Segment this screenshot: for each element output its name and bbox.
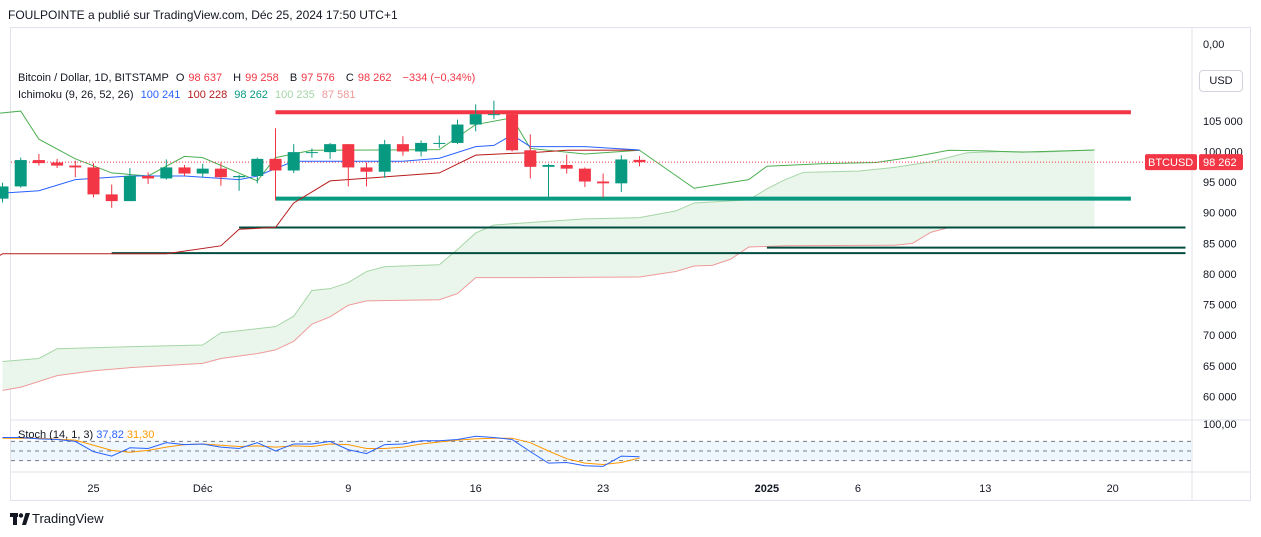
candle-body bbox=[524, 150, 537, 167]
stoch-title[interactable]: Stoch (14, 1, 3) bbox=[18, 429, 94, 441]
candle-body bbox=[14, 160, 27, 187]
close-value: 98 262 bbox=[357, 72, 392, 84]
candle-body bbox=[396, 144, 409, 152]
candle-body bbox=[214, 168, 227, 178]
candle-body bbox=[305, 152, 318, 154]
candle-body bbox=[578, 168, 591, 182]
stoch-legend: Stoch (14, 1, 3) 37,82 31,30 bbox=[18, 429, 154, 441]
tradingview-logo-icon bbox=[10, 512, 30, 525]
price-tick-label: 65 000 bbox=[1203, 361, 1237, 373]
footer-brand-name: TradingView bbox=[32, 511, 104, 526]
candle-body bbox=[469, 114, 482, 125]
high-label: H bbox=[233, 72, 242, 84]
candle-body bbox=[178, 167, 191, 174]
time-tick-label: 6 bbox=[855, 483, 861, 495]
publish-line: FOULPOINTE a publié sur TradingView.com,… bbox=[8, 8, 398, 22]
candle-body bbox=[196, 168, 209, 174]
candle-body bbox=[360, 167, 373, 172]
kijun-value: 100 228 bbox=[187, 89, 228, 101]
price-tick-label: 75 000 bbox=[1203, 300, 1237, 312]
candle-body bbox=[251, 158, 264, 176]
open-value: 98 637 bbox=[188, 72, 223, 84]
span-b-value: 87 581 bbox=[321, 89, 356, 101]
ichimoku-cloud bbox=[2, 150, 1095, 391]
chart-frame bbox=[10, 27, 1251, 501]
footer-brand: TradingView bbox=[10, 511, 104, 526]
currency-unit-button[interactable]: USD bbox=[1199, 70, 1243, 92]
low-label: B bbox=[289, 72, 298, 84]
last-price-value-tag bbox=[1199, 154, 1243, 171]
time-tick-label: Déc bbox=[193, 483, 213, 495]
candle-body bbox=[342, 144, 355, 168]
candle-body bbox=[123, 175, 136, 202]
last-price-symbol-tag bbox=[1145, 154, 1197, 171]
candle-body bbox=[324, 144, 337, 153]
symbol-title[interactable]: Bitcoin / Dollar, 1D, BITSTAMP bbox=[18, 72, 169, 84]
span-a-value: 100 235 bbox=[275, 89, 315, 101]
candle-body bbox=[433, 142, 446, 144]
price-tick-label: 95 000 bbox=[1203, 177, 1237, 189]
kijun-sen-line bbox=[0, 149, 640, 256]
tenkan-value: 100 241 bbox=[140, 89, 181, 101]
stoch-d-line bbox=[2, 437, 640, 465]
candle-body bbox=[633, 159, 646, 163]
candle-body bbox=[487, 114, 500, 116]
stoch-k-line bbox=[2, 435, 640, 467]
chikou-value: 98 262 bbox=[234, 89, 268, 101]
candle-body bbox=[597, 181, 610, 184]
ichimoku-legend: Ichimoku (9, 26, 52, 26) 100 241 100 228… bbox=[18, 89, 359, 101]
candle-body bbox=[69, 165, 82, 168]
price-axis-top-label: 0,00 bbox=[1203, 39, 1224, 51]
time-tick-label: 25 bbox=[87, 483, 99, 495]
ichimoku-title[interactable]: Ichimoku (9, 26, 52, 26) bbox=[18, 89, 134, 101]
candle-body bbox=[542, 164, 555, 167]
price-tick-label: 90 000 bbox=[1203, 208, 1237, 220]
stoch-d-value: 31,30 bbox=[126, 429, 155, 441]
candle-body bbox=[451, 124, 464, 143]
price-tick-label: 105 000 bbox=[1203, 116, 1243, 128]
candle-body bbox=[51, 162, 64, 166]
candle-body bbox=[0, 186, 9, 199]
candle-body bbox=[378, 144, 391, 172]
candle-body bbox=[233, 175, 246, 178]
candle-body bbox=[142, 175, 155, 179]
candle-body bbox=[32, 160, 45, 164]
low-value: 97 576 bbox=[301, 72, 335, 84]
cloud-span-b-line bbox=[2, 227, 1095, 391]
candle-body bbox=[506, 114, 519, 151]
candle-body bbox=[287, 152, 300, 171]
time-tick-label: 13 bbox=[979, 483, 991, 495]
candle-body bbox=[160, 167, 173, 179]
close-label: C bbox=[345, 72, 354, 84]
time-tick-label: 23 bbox=[597, 483, 609, 495]
candle-body bbox=[415, 142, 428, 152]
last-price-symbol: BTCUSD bbox=[1148, 157, 1193, 169]
price-tick-label: 80 000 bbox=[1203, 269, 1237, 281]
price-tick-label: 70 000 bbox=[1203, 330, 1237, 342]
time-tick-label: 9 bbox=[345, 483, 351, 495]
high-value: 99 258 bbox=[245, 72, 279, 84]
time-tick-label: 20 bbox=[1107, 483, 1119, 495]
candle-body bbox=[269, 158, 282, 171]
candle-body bbox=[560, 164, 573, 169]
price-tick-label: 60 000 bbox=[1203, 391, 1237, 403]
candle-body bbox=[87, 167, 100, 195]
price-tick-label: 85 000 bbox=[1203, 238, 1237, 250]
ohlc-legend: Bitcoin / Dollar, 1D, BITSTAMP O 98 637 H… bbox=[18, 72, 479, 84]
candle-body bbox=[615, 159, 628, 184]
change-value: −334 (−0,34%) bbox=[402, 72, 476, 84]
open-label: O bbox=[175, 72, 185, 84]
time-tick-label: 16 bbox=[470, 483, 482, 495]
last-price-value: 98 262 bbox=[1203, 157, 1237, 169]
stoch-k-value: 37,82 bbox=[96, 429, 124, 441]
time-tick-label: 2025 bbox=[755, 483, 779, 495]
candle-body bbox=[105, 194, 118, 202]
cloud-span-a-line bbox=[2, 149, 1095, 363]
stoch-axis-top-label: 100,00 bbox=[1203, 419, 1237, 431]
